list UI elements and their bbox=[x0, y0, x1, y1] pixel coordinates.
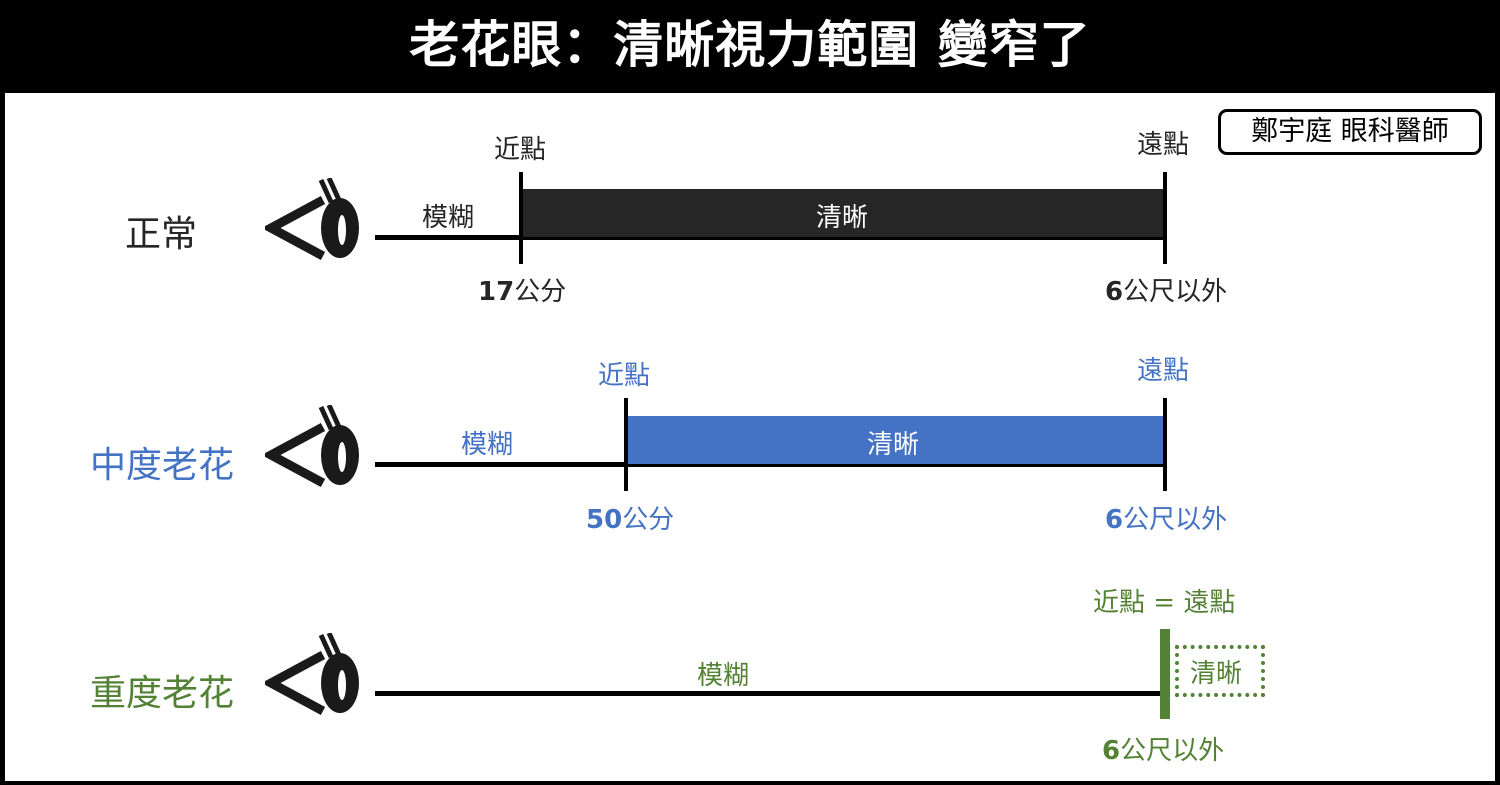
row-severe-far-value: 6 bbox=[1102, 736, 1121, 766]
row-moderate-axis-line bbox=[375, 462, 1167, 467]
row-moderate-clear-bar bbox=[627, 416, 1165, 464]
row-severe-near-equals-far-label: 近點 = 遠點 bbox=[1093, 588, 1236, 618]
row-normal-clear-label: 清晰 bbox=[816, 203, 869, 233]
row-normal-near-value: 17 bbox=[478, 277, 515, 307]
page-title: 老花眼：清晰視力範圍 變窄了 bbox=[409, 16, 1091, 74]
row-normal-blur-label: 模糊 bbox=[422, 203, 475, 233]
row-normal-near-tick bbox=[519, 172, 523, 264]
header-bar: 老花眼：清晰視力範圍 變窄了 bbox=[0, 0, 1500, 93]
author-credit-box: 鄭宇庭 眼科醫師 bbox=[1218, 109, 1482, 155]
row-moderate-far-unit: 公尺以外 bbox=[1123, 505, 1228, 535]
row-normal-far-tick bbox=[1163, 172, 1167, 264]
row-normal-near-label: 近點 bbox=[494, 135, 547, 165]
row-severe-near-far-tick bbox=[1160, 629, 1170, 719]
row-normal-title: 正常 bbox=[125, 214, 198, 255]
row-normal-far-value: 6 bbox=[1105, 277, 1124, 307]
row-severe-far-distance: 6公尺以外 bbox=[1102, 730, 1224, 767]
eye-icon-normal bbox=[265, 178, 359, 260]
row-moderate-blur-label: 模糊 bbox=[461, 430, 514, 460]
row-normal-far-label: 遠點 bbox=[1137, 130, 1190, 160]
row-normal-far-distance: 6公尺以外 bbox=[1105, 271, 1227, 308]
row-moderate-clear-label: 清晰 bbox=[867, 430, 920, 460]
row-moderate-near-unit: 公分 bbox=[622, 505, 675, 535]
row-severe-axis-line bbox=[375, 691, 1165, 696]
row-moderate-far-distance: 6公尺以外 bbox=[1105, 499, 1227, 536]
row-normal-near-unit: 公分 bbox=[514, 277, 567, 307]
row-normal-clear-bar bbox=[521, 189, 1165, 237]
row-moderate-near-distance: 50公分 bbox=[586, 499, 674, 536]
row-moderate-far-value: 6 bbox=[1105, 505, 1124, 535]
row-severe-far-unit: 公尺以外 bbox=[1120, 736, 1225, 766]
row-moderate-far-tick bbox=[1163, 398, 1167, 491]
row-moderate-near-label: 近點 bbox=[598, 361, 651, 391]
row-moderate-near-value: 50 bbox=[586, 505, 623, 535]
row-severe-clear-box bbox=[1175, 645, 1265, 697]
eye-icon-moderate bbox=[265, 405, 359, 487]
row-moderate-far-label: 遠點 bbox=[1137, 356, 1190, 386]
row-severe-blur-label: 模糊 bbox=[697, 661, 750, 691]
row-normal-near-distance: 17公分 bbox=[478, 271, 566, 308]
row-normal-far-unit: 公尺以外 bbox=[1123, 277, 1228, 307]
row-moderate-near-tick bbox=[624, 398, 628, 491]
row-moderate-title: 中度老花 bbox=[90, 445, 235, 486]
row-severe-title: 重度老花 bbox=[90, 673, 235, 714]
row-severe-clear-label: 清晰 bbox=[1190, 659, 1243, 689]
eye-icon-severe bbox=[265, 633, 359, 715]
row-normal-axis-line bbox=[375, 235, 1167, 240]
